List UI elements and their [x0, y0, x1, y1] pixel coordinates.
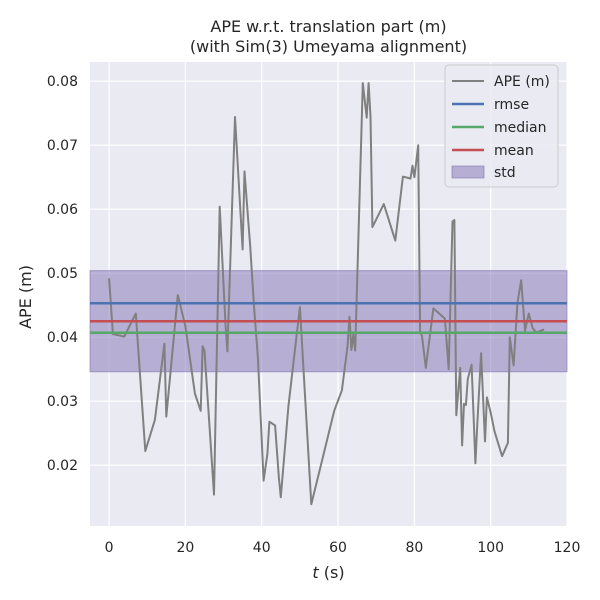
- x-tick-label: 40: [253, 540, 271, 556]
- x-tick-label: 100: [477, 540, 504, 556]
- y-tick-label: 0.03: [47, 394, 78, 410]
- x-tick-label: 20: [176, 540, 194, 556]
- x-tick-label: 0: [105, 540, 114, 556]
- y-tick-label: 0.07: [47, 138, 78, 154]
- x-ticks: 0 20 40 60 80 100 120: [105, 540, 581, 556]
- chart-title-line1: APE w.r.t. translation part (m): [210, 17, 446, 36]
- legend-label-std: std: [494, 165, 516, 181]
- x-tick-label: 60: [329, 540, 347, 556]
- x-tick-label: 80: [405, 540, 423, 556]
- legend-label-rmse: rmse: [494, 97, 529, 113]
- x-axis-label-unit: (s): [319, 563, 345, 582]
- x-axis-label: t (s): [312, 563, 344, 582]
- legend: APE (m) rmse median mean std: [444, 64, 559, 188]
- ape-line: [108, 82, 545, 506]
- legend-swatch-std: [451, 165, 485, 179]
- y-tick-label: 0.08: [47, 74, 78, 90]
- chart-title-line2: (with Sim(3) Umeyama alignment): [190, 37, 467, 56]
- y-tick-label: 0.04: [47, 330, 78, 346]
- x-tick-label: 120: [554, 540, 581, 556]
- legend-label-ape: APE (m): [494, 74, 550, 90]
- legend-label-median: median: [494, 120, 546, 136]
- x-axis-label-var: t: [312, 563, 319, 582]
- y-tick-label: 0.05: [47, 266, 78, 282]
- legend-frame: [444, 64, 559, 188]
- y-tick-label: 0.02: [47, 458, 78, 474]
- y-tick-label: 0.06: [47, 202, 78, 218]
- y-axis-label: APE (m): [16, 265, 35, 329]
- legend-label-mean: mean: [494, 143, 534, 159]
- y-ticks: 0.02 0.03 0.04 0.05 0.06 0.07 0.08: [47, 74, 78, 474]
